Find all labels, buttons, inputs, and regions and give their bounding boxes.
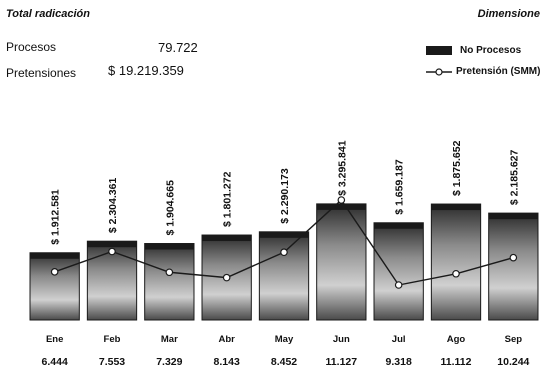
pretension-label-sep: $ 2.185.627 — [508, 149, 520, 205]
pretensiones-label: Pretensiones — [6, 66, 77, 80]
pretension-point-jul — [394, 281, 403, 289]
legend-bar-swatch — [426, 46, 452, 55]
pretension-point-jun — [337, 196, 346, 204]
month-label-jun: Jun — [333, 334, 350, 345]
bar-cap-ene — [30, 252, 80, 259]
month-label-mar: Mar — [161, 334, 178, 345]
pretension-label-mar: $ 1.904.665 — [164, 180, 176, 236]
procesos-count-ago: 11.112 — [441, 356, 472, 368]
procesos-value: 79.722 — [158, 40, 198, 55]
bar-cap-jun — [316, 203, 366, 210]
bar-jun — [316, 203, 367, 321]
pretension-point-mar — [165, 268, 174, 277]
pretension-point-abr — [222, 273, 231, 282]
pretension-label-may: $ 2.290.173 — [279, 168, 291, 224]
bar-jul — [373, 222, 424, 321]
pretension-point-ene — [50, 268, 59, 276]
procesos-count-feb: 7.553 — [99, 356, 125, 368]
bar-cap-may — [259, 231, 309, 238]
bar-sep — [488, 212, 539, 321]
bar-cap-jul — [374, 222, 424, 229]
bar-cap-feb — [87, 241, 137, 248]
bar-cap-sep — [488, 213, 538, 220]
procesos-count-jun: 11.127 — [326, 356, 358, 368]
bar-cap-ago — [431, 204, 481, 211]
bar-ago — [430, 203, 482, 321]
pretension-label-ago: $ 1.875.652 — [451, 140, 463, 196]
pretension-point-may — [280, 248, 288, 257]
bar-may — [258, 231, 310, 321]
procesos-count-abr: 8.143 — [214, 356, 240, 368]
procesos-count-jul: 9.318 — [386, 356, 412, 368]
legend-line-swatch — [426, 67, 452, 76]
month-label-ago: Ago — [447, 334, 466, 345]
month-label-ene: Ene — [46, 334, 63, 345]
month-label-sep: Sep — [505, 334, 523, 345]
procesos-count-sep: 10.244 — [497, 356, 529, 368]
procesos-count-may: 8.452 — [271, 356, 297, 368]
procesos-count-mar: 7.329 — [156, 356, 182, 368]
pretension-label-ene: $ 1.912.581 — [50, 189, 62, 245]
legend-line-label: Pretensión (SMM) — [456, 66, 541, 77]
bar-cap-mar — [144, 243, 194, 250]
pretension-point-feb — [108, 247, 116, 256]
pretension-point-sep — [509, 253, 518, 262]
month-label-feb: Feb — [104, 334, 121, 345]
pretension-label-feb: $ 2.304.361 — [107, 178, 119, 234]
procesos-count-ene: 6.444 — [42, 356, 68, 368]
pretension-label-abr: $ 1.801.272 — [222, 171, 234, 227]
procesos-label: Procesos — [6, 40, 57, 54]
legend-line-entry: Pretensión (SMM) — [426, 66, 540, 77]
pretension-label-jun: $ 3.295.841 — [336, 140, 348, 196]
legend-bar-label: No Procesos — [460, 45, 522, 56]
month-label-abr: Abr — [218, 334, 235, 345]
total-radicacion-title: Total radicación — [6, 8, 90, 20]
pretension-label-jul: $ 1.659.187 — [394, 159, 406, 215]
bar-mar — [144, 243, 195, 321]
pretensiones-value: $ 19.219.359 — [108, 63, 184, 78]
month-label-jul: Jul — [392, 334, 406, 345]
pretension-point-ago — [452, 269, 460, 278]
bar-ene — [29, 252, 80, 321]
dimensiones-title: Dimensione — [477, 8, 540, 20]
bar-cap-abr — [202, 235, 252, 242]
month-label-may: May — [275, 334, 294, 345]
legend-bar-entry: No Procesos — [426, 45, 521, 56]
